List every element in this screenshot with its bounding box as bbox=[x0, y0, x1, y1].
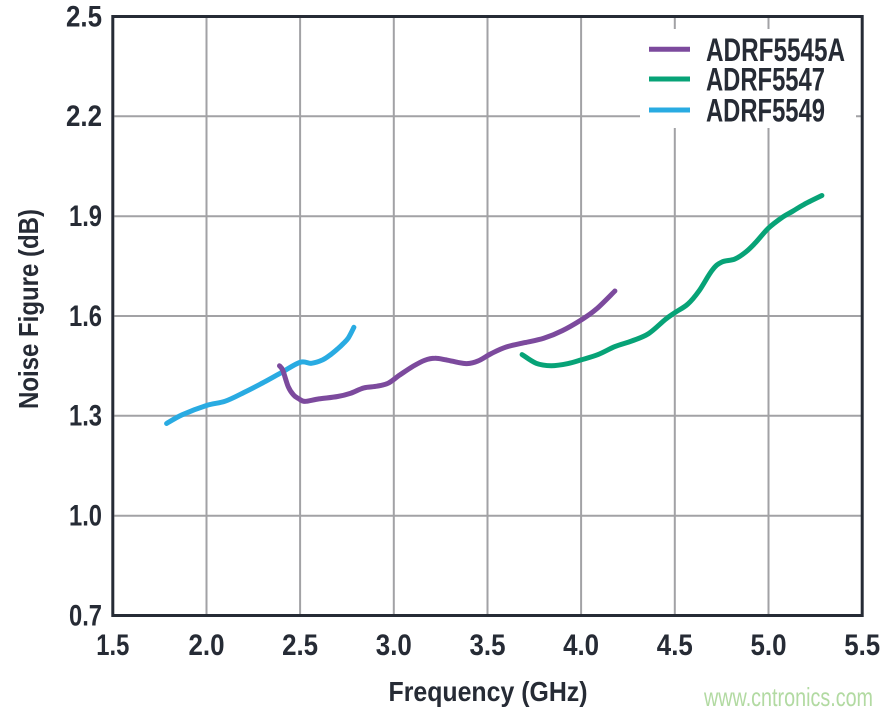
svg-text:1.3: 1.3 bbox=[69, 400, 102, 433]
svg-text:1.0: 1.0 bbox=[69, 500, 102, 533]
svg-text:1.5: 1.5 bbox=[96, 629, 129, 662]
svg-text:ADRF5545A: ADRF5545A bbox=[706, 32, 845, 68]
svg-text:3.0: 3.0 bbox=[376, 629, 412, 662]
svg-text:5.5: 5.5 bbox=[844, 629, 880, 662]
svg-text:5.0: 5.0 bbox=[751, 629, 787, 662]
svg-text:2.0: 2.0 bbox=[189, 629, 225, 662]
svg-text:1.6: 1.6 bbox=[69, 300, 102, 333]
svg-text:2.5: 2.5 bbox=[282, 629, 318, 662]
svg-text:2.5: 2.5 bbox=[66, 0, 102, 33]
svg-text:3.5: 3.5 bbox=[470, 629, 506, 662]
svg-text:ADRF5549: ADRF5549 bbox=[706, 93, 825, 129]
svg-text:ADRF5547: ADRF5547 bbox=[706, 62, 825, 98]
svg-text:0.7: 0.7 bbox=[69, 599, 102, 632]
svg-text:1.9: 1.9 bbox=[69, 200, 102, 233]
svg-text:4.5: 4.5 bbox=[657, 629, 693, 662]
svg-text:www.cntronics.com: www.cntronics.com bbox=[703, 682, 873, 712]
svg-text:Noise Figure (dB): Noise Figure (dB) bbox=[13, 209, 44, 409]
svg-text:4.0: 4.0 bbox=[563, 629, 599, 662]
svg-text:Frequency (GHz): Frequency (GHz) bbox=[389, 676, 588, 707]
svg-text:2.2: 2.2 bbox=[66, 100, 102, 133]
